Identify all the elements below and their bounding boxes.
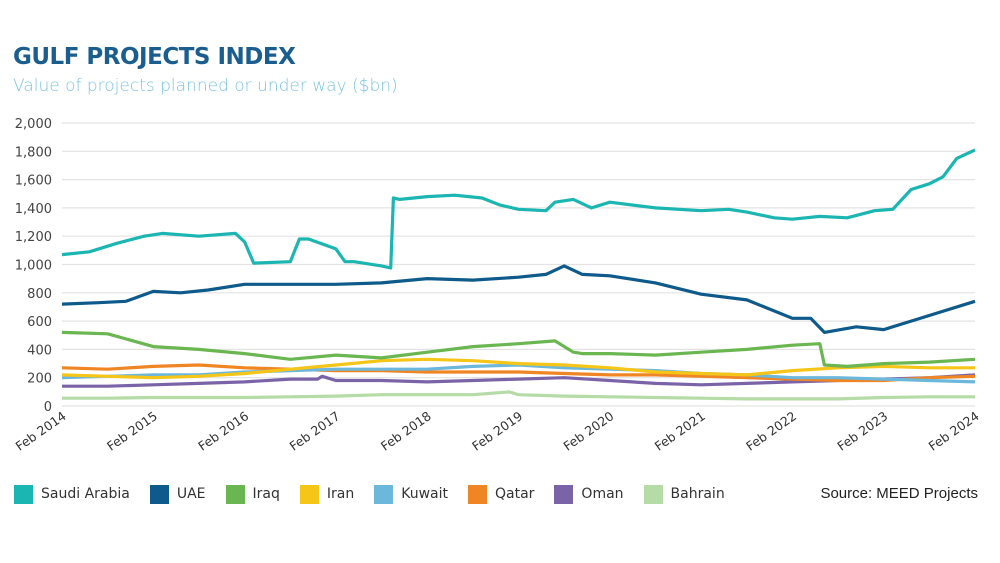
- legend-swatch: [374, 484, 394, 504]
- y-tick-label: 200: [27, 372, 52, 387]
- series-line-iran: [61, 357, 975, 380]
- legend-item-uae: UAE: [149, 484, 206, 504]
- legend-item-kuwait: Kuwait: [374, 484, 448, 504]
- legend-label: Qatar: [494, 486, 535, 502]
- legend-label: UAE: [176, 486, 206, 502]
- series-lines: [61, 148, 976, 401]
- x-tick-label: Feb 2016: [195, 408, 251, 454]
- chart-title: GULF PROJECTS INDEX: [13, 44, 296, 70]
- y-tick-label: 800: [27, 287, 52, 302]
- legend-swatch: [467, 484, 487, 504]
- series-line-oman: [62, 373, 976, 388]
- y-axis-ticks: 0 200 400 600 800 1,000 1,200 1,400 1,600 1,800 2,…: [15, 117, 52, 415]
- y-tick-label: 1,400: [15, 202, 52, 217]
- x-tick-label: Feb 2022: [743, 408, 799, 454]
- legend-label: Oman: [581, 486, 624, 502]
- source-note: Source: MEED Projects: [820, 485, 978, 502]
- series-line-qatar: [61, 363, 976, 383]
- legend-label: Kuwait: [401, 486, 448, 502]
- x-tick-label: Feb 2023: [834, 408, 890, 454]
- x-axis-ticks: Feb 2014 Feb 2015 Feb 2016 Feb 2017 Feb 2018…: [13, 408, 982, 454]
- x-tick-label: Feb 2019: [469, 408, 525, 454]
- x-tick-label: Feb 2020: [560, 408, 616, 454]
- legend-swatch: [554, 484, 574, 504]
- x-tick-label: Feb 2015: [104, 408, 160, 454]
- y-tick-label: 600: [27, 315, 52, 330]
- legend-swatch: [299, 484, 319, 504]
- legend-label: Bahrain: [670, 486, 725, 502]
- y-tick-label: 2,000: [15, 117, 52, 132]
- gridlines: [62, 122, 975, 407]
- y-tick-label: 1,200: [15, 230, 52, 245]
- y-tick-label: 1,000: [15, 259, 52, 274]
- legend-item-saudi-arabia: Saudi Arabia: [14, 484, 130, 504]
- series-line-iraq: [61, 330, 976, 368]
- series-line-uae: [61, 264, 976, 334]
- legend-label: Iran: [326, 486, 355, 502]
- legend-swatch: [14, 484, 33, 504]
- x-tick-label: Feb 2017: [287, 408, 343, 454]
- legend-label: Iraq: [252, 486, 280, 502]
- chart-subtitle: Value of projects planned or under way (…: [13, 76, 398, 96]
- legend: Saudi Arabia UAE Iraq Iran Kuwait Qatar Oman Ba…: [14, 483, 745, 505]
- x-tick-label: Feb 2018: [378, 408, 434, 454]
- y-tick-label: 1,600: [15, 174, 52, 189]
- y-tick-label: 1,800: [15, 145, 52, 160]
- legend-item-iran: Iran: [299, 484, 355, 504]
- series-line-saudi-arabia: [61, 148, 976, 270]
- series-line-bahrain: [62, 390, 975, 401]
- legend-item-bahrain: Bahrain: [643, 484, 725, 504]
- legend-item-qatar: Qatar: [467, 484, 535, 504]
- x-tick-label: Feb 2014: [13, 408, 69, 454]
- legend-item-iraq: Iraq: [225, 484, 280, 504]
- y-tick-label: 0: [44, 400, 52, 415]
- legend-swatch: [149, 484, 169, 504]
- legend-swatch: [225, 484, 245, 504]
- x-tick-label: Feb 2021: [652, 408, 708, 454]
- legend-swatch: [643, 484, 663, 504]
- legend-label: Saudi Arabia: [41, 486, 130, 502]
- y-tick-label: 400: [27, 343, 52, 358]
- x-tick-label: Feb 2024: [926, 408, 982, 454]
- legend-item-oman: Oman: [554, 484, 624, 504]
